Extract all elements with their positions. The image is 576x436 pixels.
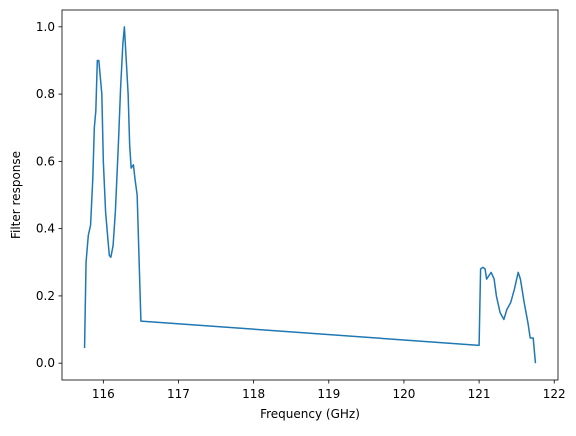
x-tick-label: 120 <box>392 387 415 401</box>
y-tick-label: 0.8 <box>36 87 55 101</box>
x-axis-label: Frequency (GHz) <box>260 407 360 421</box>
x-tick-label: 121 <box>468 387 491 401</box>
y-tick-label: 0.4 <box>36 222 55 236</box>
x-tick-label: 118 <box>242 387 265 401</box>
x-tick-label: 119 <box>317 387 340 401</box>
data-line <box>83 26 537 364</box>
axes-frame <box>61 9 559 381</box>
y-tick-label: 0.6 <box>36 154 55 168</box>
y-tick-label: 0.2 <box>36 289 55 303</box>
x-tick-label: 122 <box>543 387 566 401</box>
y-axis-label: Filter response <box>9 151 23 239</box>
x-tick-label: 117 <box>167 387 190 401</box>
x-tick-label: 116 <box>92 387 115 401</box>
y-tick-label: 0.0 <box>36 356 55 370</box>
y-tick-label: 1.0 <box>36 20 55 34</box>
